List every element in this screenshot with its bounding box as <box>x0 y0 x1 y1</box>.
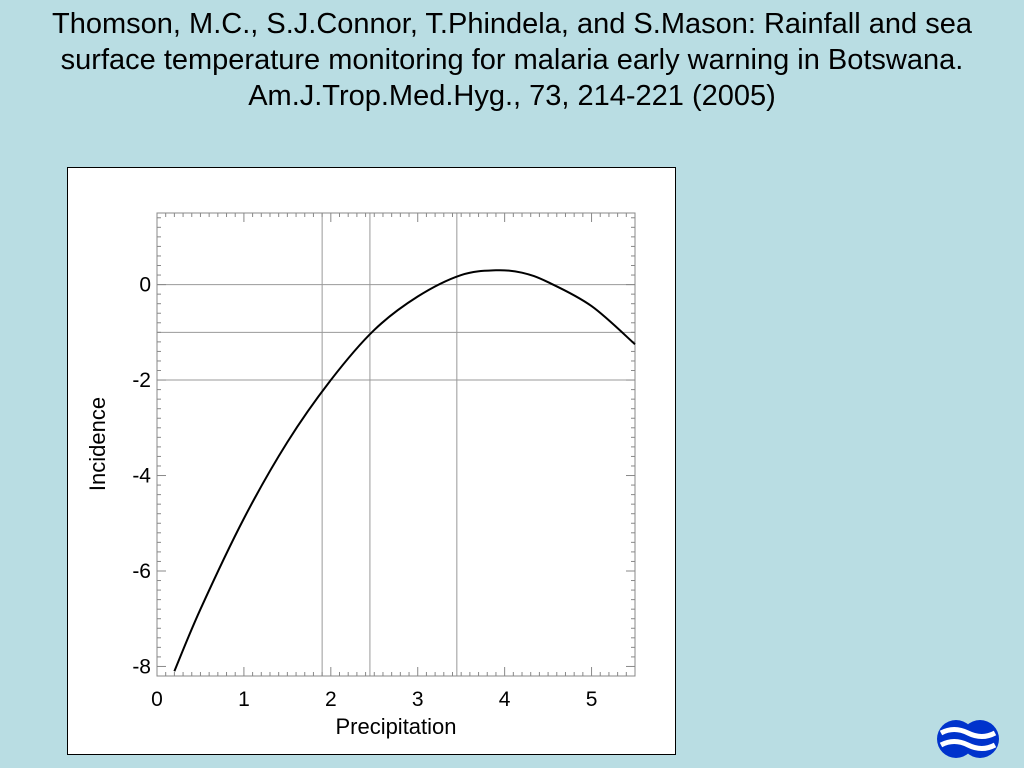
tick-labels: 0 1 2 3 4 5 0 -2 -4 -6 -8 <box>132 274 597 711</box>
x-tick-label: 0 <box>151 688 163 711</box>
series-line <box>173 269 636 672</box>
x-tick-label: 1 <box>238 688 250 711</box>
incidence-precipitation-chart: 0 1 2 3 4 5 0 -2 -4 -6 -8 Precipitation Incidence <box>85 212 636 739</box>
y-tick-label: -4 <box>132 465 151 488</box>
chart-panel: 0 1 2 3 4 5 0 -2 -4 -6 -8 Precipitation Incidence <box>67 167 676 755</box>
tick-marks <box>156 213 636 677</box>
plot-frame <box>156 212 636 677</box>
logo-wave-top <box>939 727 997 739</box>
x-tick-label: 5 <box>586 688 598 711</box>
x-axis-label: Precipitation <box>335 714 456 739</box>
y-axis-label: Incidence <box>85 397 110 491</box>
y-tick-label: 0 <box>139 274 151 297</box>
x-tick-label: 3 <box>412 688 424 711</box>
logo-wave-bottom <box>939 739 997 751</box>
logo-right-disc <box>961 720 999 758</box>
grid-lines <box>157 213 635 676</box>
y-tick-label: -8 <box>132 655 151 678</box>
y-tick-label: -2 <box>132 369 151 392</box>
x-tick-label: 2 <box>325 688 337 711</box>
slide-title: Thomson, M.C., S.J.Connor, T.Phindela, a… <box>52 8 972 112</box>
ecmwf-logo-icon <box>937 720 999 758</box>
y-tick-label: -6 <box>132 560 151 583</box>
x-tick-label: 4 <box>499 688 511 711</box>
